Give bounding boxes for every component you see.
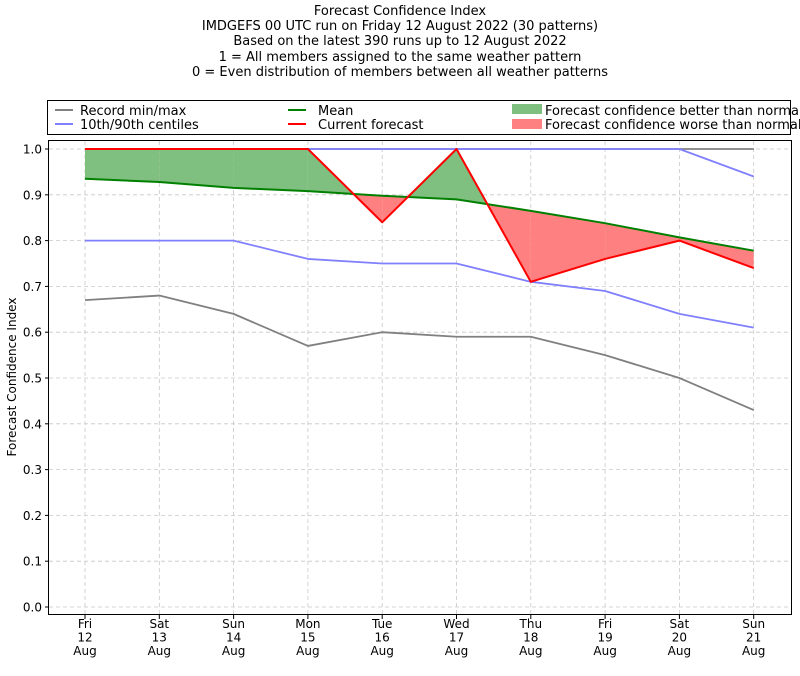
fill-better-than-normal: [233, 149, 308, 192]
x-tick-label: 19: [597, 631, 612, 645]
x-tick-label: 21: [746, 631, 761, 645]
x-tick-label: Sat: [149, 617, 169, 631]
x-tick-label: Aug: [148, 644, 171, 658]
x-tick-label: Aug: [222, 644, 245, 658]
legend-swatch-worse: [512, 119, 542, 129]
x-tick-label: Aug: [370, 644, 393, 658]
legend-label-better: Forecast confidence better than normal: [545, 104, 800, 119]
y-tick-label: 0.4: [23, 417, 42, 431]
y-axis: 0.0 0.1 0.2 0.3 0.4 0.5 0.6 0.7 0.8 0.9 1.0: [23, 143, 49, 615]
series-line-mean: [84, 177, 754, 252]
fill-worse-than-normal: [605, 223, 680, 259]
y-tick-label: 0.2: [23, 509, 42, 523]
x-tick-label: Tue: [371, 617, 393, 631]
x-tick-label: 16: [375, 631, 390, 645]
y-tick-label: 1.0: [23, 143, 42, 157]
x-tick-label: 20: [672, 631, 687, 645]
x-tick-label: Aug: [296, 644, 319, 658]
chart-subtitle-line-3: 1 = All members assigned to the same wea…: [218, 49, 582, 65]
y-tick-label: 0.5: [23, 372, 42, 386]
x-tick-label: Aug: [519, 644, 542, 658]
confidence-fills: [85, 149, 754, 282]
y-axis-label: Forecast Confidence Index: [5, 298, 19, 457]
x-tick-label: Fri: [78, 617, 92, 631]
x-tick-label: 17: [449, 631, 464, 645]
y-tick-label: 0.8: [23, 234, 42, 248]
y-tick-label: 0.0: [23, 601, 42, 615]
legend-swatch-better: [512, 104, 542, 114]
x-tick-label: 18: [523, 631, 538, 645]
series-lines: [84, 148, 755, 411]
x-tick-label: 15: [300, 631, 315, 645]
x-tick-label: 14: [226, 631, 241, 645]
legend-label-record: Record min/max: [80, 104, 187, 119]
series-line-current: [85, 148, 755, 283]
chart-subtitle-line-1: IMDGEFS 00 UTC run on Friday 12 August 2…: [201, 19, 599, 35]
legend-label-centiles: 10th/90th centiles: [80, 118, 199, 133]
y-tick-label: 0.7: [23, 280, 42, 294]
x-tick-label: Sat: [670, 617, 690, 631]
x-tick-label: Aug: [593, 644, 616, 658]
x-tick-label: Wed: [443, 617, 469, 631]
chart-title: Forecast Confidence Index: [313, 4, 487, 19]
x-tick-label: Fri: [598, 617, 612, 631]
x-tick-label: 12: [77, 631, 92, 645]
y-tick-label: 0.9: [23, 188, 42, 202]
x-tick-label: Thu: [519, 617, 543, 631]
fill-better-than-normal: [85, 149, 160, 182]
x-tick-label: Aug: [668, 644, 691, 658]
chart-subtitle-line-2: Based on the latest 390 runs up to 12 Au…: [233, 34, 567, 50]
x-tick-label: Sun: [742, 617, 765, 631]
x-tick-label: Aug: [445, 644, 468, 658]
x-axis: Fri12AugSat13AugSun14AugMon15AugTue16Aug…: [73, 615, 765, 658]
legend: Record min/max 10th/90th centiles Mean C…: [47, 100, 800, 135]
chart-subtitle-line-4: 0 = Even distribution of members between…: [191, 64, 609, 80]
legend-frame: [47, 100, 791, 135]
series-line-record-min: [84, 294, 755, 411]
y-tick-label: 0.3: [23, 463, 42, 477]
y-tick-label: 0.1: [23, 555, 42, 569]
chart-title-block: Forecast Confidence Index IMDGEFS 00 UTC…: [0, 4, 800, 80]
x-tick-label: Sun: [222, 617, 245, 631]
legend-label-mean: Mean: [318, 104, 353, 119]
x-tick-label: 13: [152, 631, 167, 645]
x-tick-label: Mon: [295, 617, 320, 631]
fill-better-than-normal: [159, 149, 234, 188]
x-tick-label: Aug: [73, 644, 96, 658]
series-line-p10: [85, 239, 754, 329]
legend-label-current: Current forecast: [318, 118, 424, 133]
x-tick-label: Aug: [742, 644, 765, 658]
y-tick-label: 0.6: [23, 326, 42, 340]
legend-label-worse: Forecast confidence worse than normal: [545, 118, 800, 133]
